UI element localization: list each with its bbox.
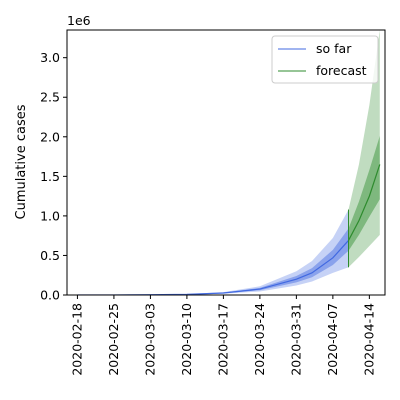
- so-far-outer-band: [77, 209, 349, 295]
- x-tick-label: 2020-03-10: [179, 303, 194, 376]
- forecast-inner-band: [348, 136, 380, 251]
- plot-frame: [66, 29, 386, 296]
- y-tick-label: 0.0: [40, 288, 60, 303]
- y-offset-label: 1e6: [67, 13, 91, 28]
- y-tick-label: 2.0: [40, 129, 60, 144]
- legend-label-forecast: forecast: [316, 63, 367, 78]
- forecast-outer-band: [348, 30, 380, 268]
- legend-label-so-far: so far: [316, 41, 352, 56]
- forecast-median-line: [347, 164, 381, 241]
- x-tick-label: 2020-02-25: [106, 303, 121, 376]
- y-tick-label: 2.5: [40, 90, 60, 105]
- x-tick-label: 2020-03-31: [288, 303, 303, 376]
- legend: so far forecast: [271, 35, 379, 84]
- y-axis-label: Cumulative cases: [14, 104, 29, 219]
- so-far-inner-band: [77, 228, 349, 295]
- y-tick-label: 1.5: [40, 169, 60, 184]
- x-tick-label: 2020-04-14: [361, 303, 376, 376]
- plot-area: [77, 30, 381, 295]
- x-tick-label: 2020-03-03: [142, 303, 157, 376]
- y-tick-label: 1.0: [40, 208, 60, 223]
- y-tick-label: 3.0: [40, 50, 60, 65]
- x-tick-label: 2020-02-18: [69, 303, 84, 376]
- y-tick-label: 0.5: [40, 248, 60, 263]
- y-axis: 0.0 0.5 1.0 1.5 2.0 2.5 3.0: [40, 50, 67, 303]
- x-tick-label: 2020-04-07: [325, 303, 340, 376]
- x-tick-label: 2020-03-17: [215, 303, 230, 376]
- x-tick-label: 2020-03-24: [252, 303, 267, 376]
- x-axis: 2020-02-18 2020-02-25 2020-03-03 2020-03-10…: [69, 295, 376, 376]
